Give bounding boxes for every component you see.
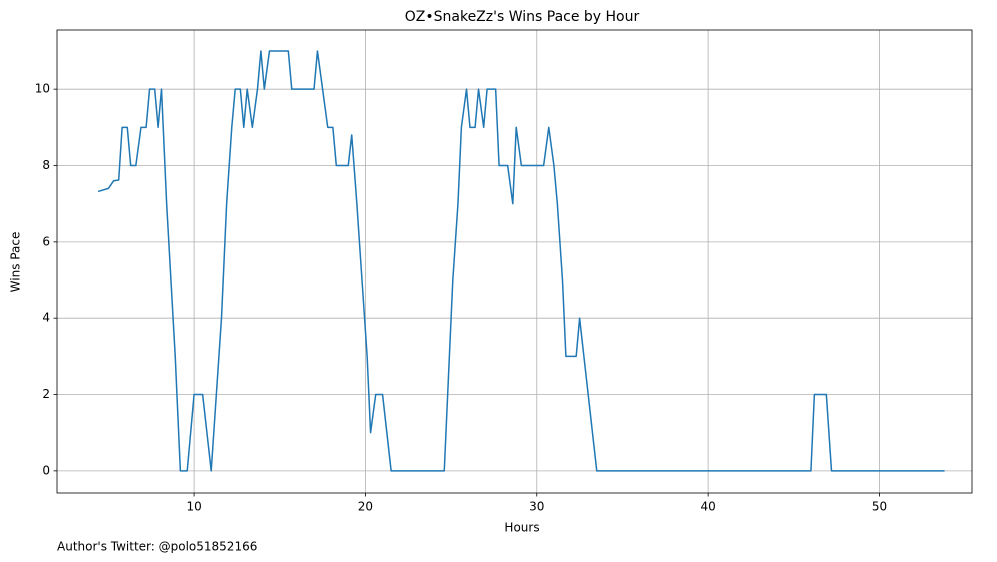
y-tick-label: 4 [42, 311, 50, 325]
chart-title: OZ•SnakeZz's Wins Pace by Hour [405, 9, 640, 25]
y-tick-label: 6 [42, 234, 50, 248]
y-tick-label: 0 [42, 463, 50, 477]
y-tick-label: 2 [42, 387, 50, 401]
y-tick-label: 8 [42, 158, 50, 172]
x-tick-label: 30 [529, 500, 544, 514]
x-tick-label: 40 [700, 500, 715, 514]
x-axis-label: Hours [504, 521, 539, 535]
data-line [97, 50, 945, 472]
x-tick-label: 20 [358, 500, 373, 514]
annotation: Author's Twitter: @polo51852166 [57, 540, 257, 554]
x-tick-label: 50 [872, 500, 887, 514]
y-axis-label: Wins Pace [9, 232, 23, 293]
x-tick-label: 10 [186, 500, 201, 514]
plot-frame [56, 29, 973, 494]
y-tick-label: 10 [35, 82, 50, 96]
